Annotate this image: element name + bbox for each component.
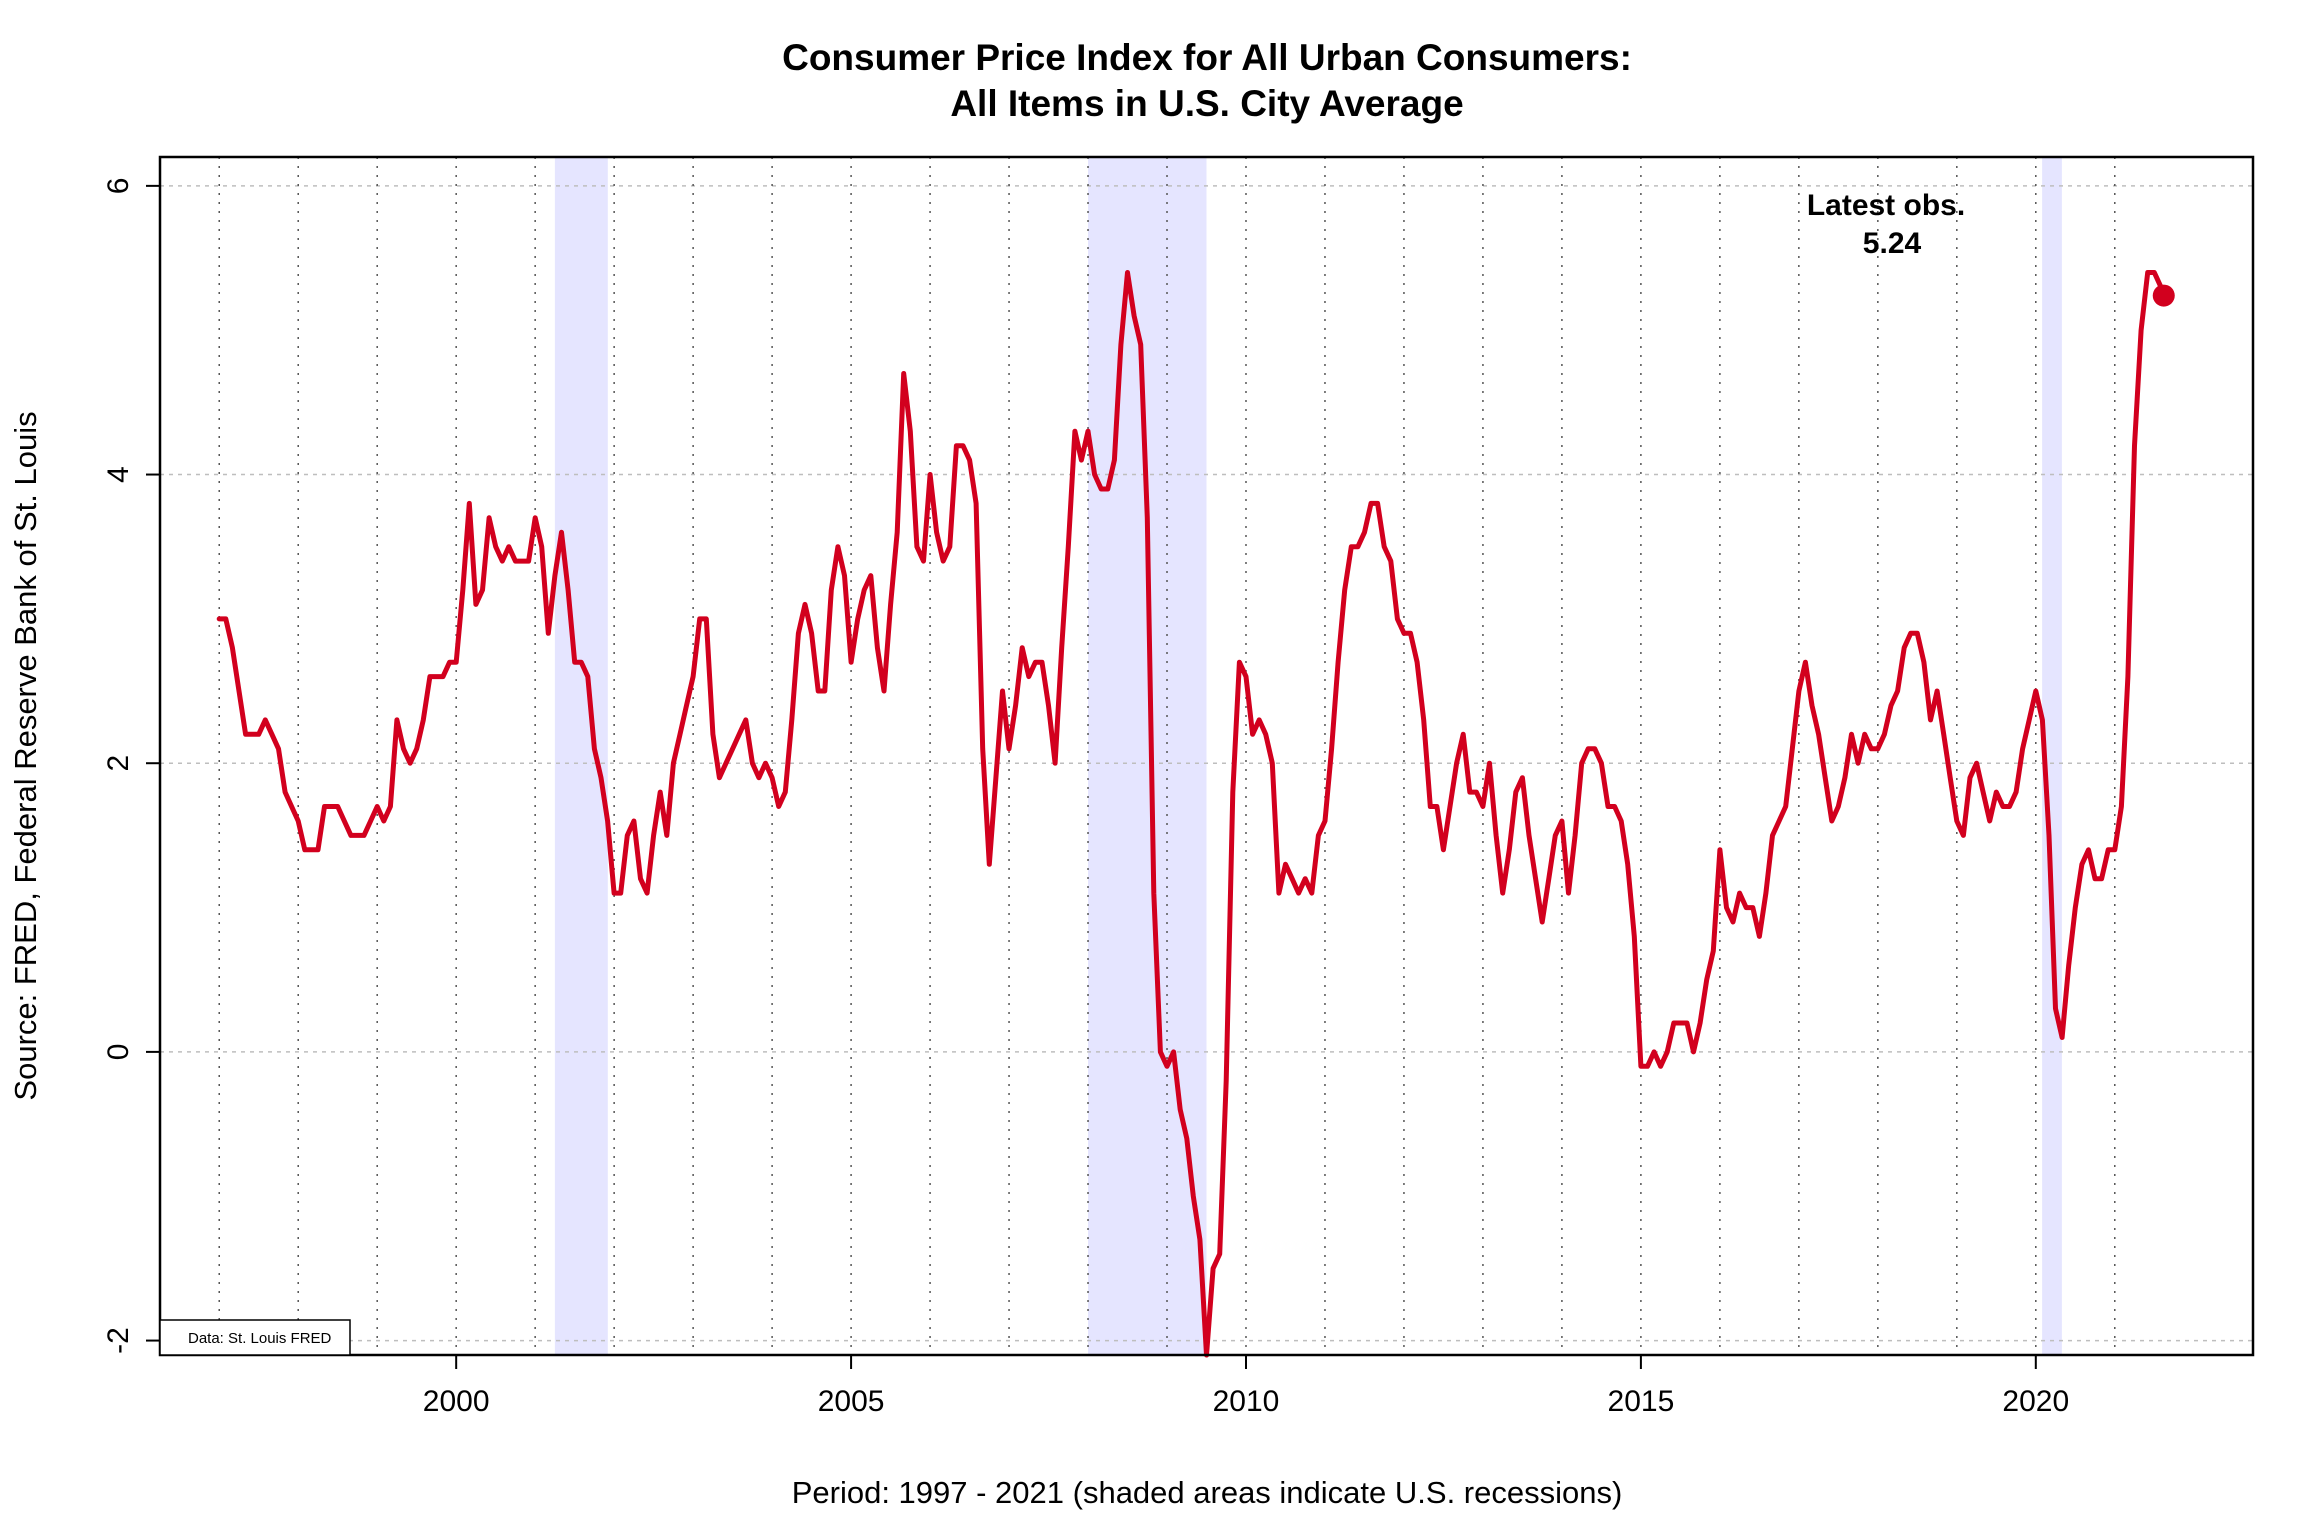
grid-lines: [160, 157, 2253, 1355]
x-axis: 2000 2005 2010 2015 2020: [423, 1355, 2069, 1418]
chart-title-line-1: Consumer Price Index for All Urban Consu…: [782, 37, 1632, 78]
y-tick-label: 0: [102, 1044, 135, 1061]
recession-band-3: [2042, 157, 2062, 1355]
latest-obs-label: Latest obs.: [1807, 189, 1965, 222]
x-axis-label: Period: 1997 - 2021 (shaded areas indica…: [792, 1475, 1623, 1510]
x-tick-label: 2010: [1213, 1385, 1280, 1418]
latest-obs-point: [2152, 284, 2175, 307]
x-tick-label: 2015: [1608, 1385, 1675, 1418]
x-tick-label: 2020: [2002, 1385, 2069, 1418]
x-tick-label: 2000: [423, 1385, 490, 1418]
y-tick-label: 2: [102, 755, 135, 772]
y-axis: -2 0 2 4 6: [102, 178, 160, 1354]
latest-obs-value: 5.24: [1863, 227, 1922, 260]
credit-box: [159, 1319, 351, 1356]
series-line-1: [216, 270, 2170, 1358]
chart-title-line-2: All Items in U.S. City Average: [950, 83, 1463, 124]
series-group: [216, 270, 2175, 1358]
y-tick-label: 4: [102, 466, 135, 483]
credit-text: Data: St. Louis FRED: [188, 1330, 332, 1347]
recession-band-1: [554, 157, 608, 1355]
recession-shading: [554, 157, 2062, 1355]
plot-frame: [158, 155, 2255, 1357]
y-axis-label: Source: FRED, Federal Reserve Bank of St…: [8, 411, 43, 1100]
y-tick-label: 6: [102, 178, 135, 195]
y-tick-label: -2: [102, 1327, 135, 1354]
x-tick-label: 2005: [818, 1385, 885, 1418]
